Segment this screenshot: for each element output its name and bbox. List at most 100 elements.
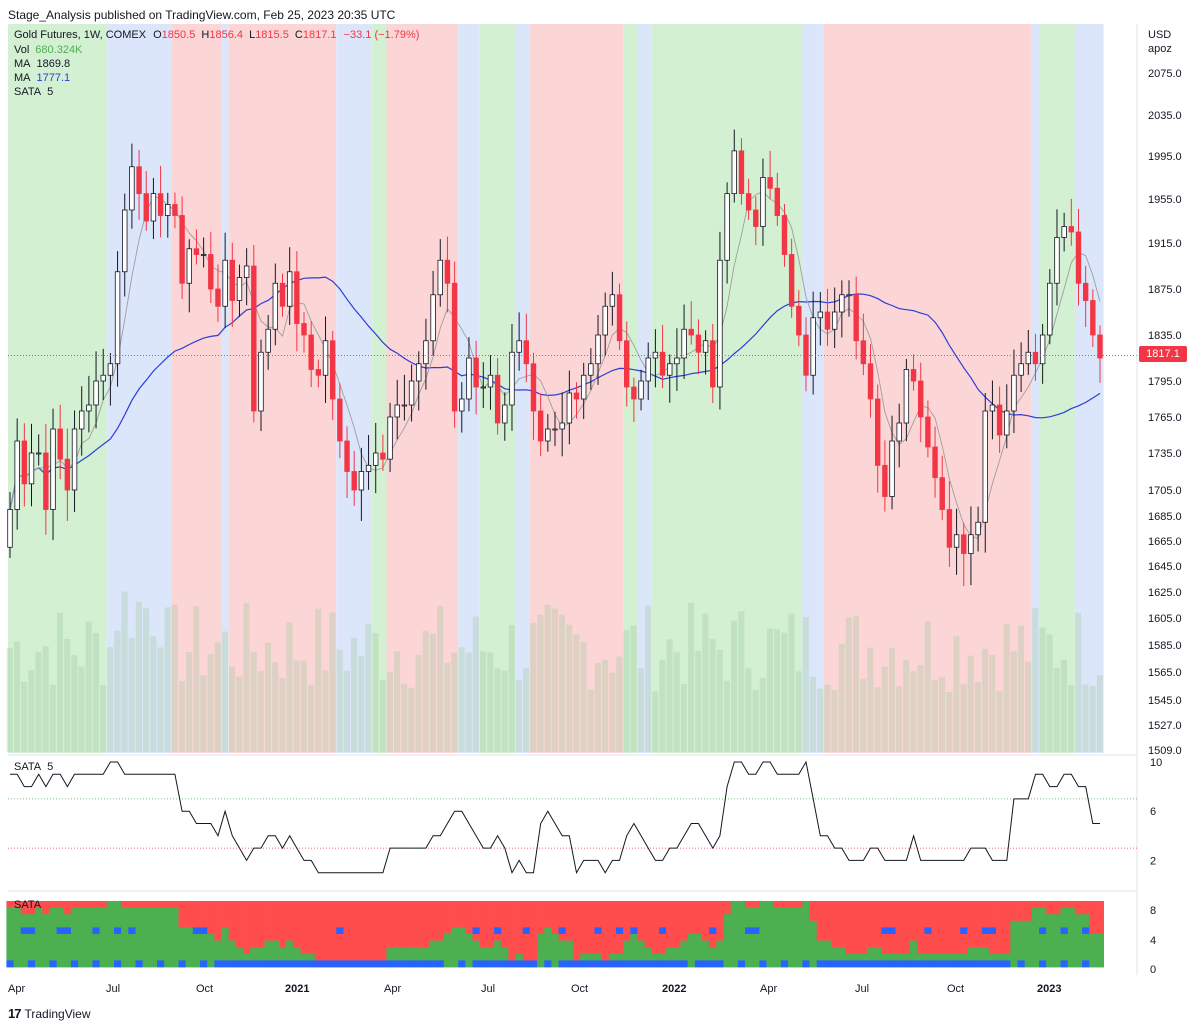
volume-bar bbox=[874, 687, 881, 752]
heatmap-cell bbox=[859, 940, 868, 948]
heatmap-cell bbox=[164, 907, 172, 915]
heatmap-cell bbox=[931, 920, 940, 928]
tradingview-brand[interactable]: TradingView bbox=[24, 1006, 91, 1021]
heatmap-cell bbox=[831, 907, 839, 915]
heatmap-cell bbox=[809, 907, 818, 915]
heatmap-cell bbox=[164, 920, 172, 928]
heatmap-cell bbox=[70, 907, 79, 915]
heatmap-cell bbox=[393, 920, 402, 928]
heatmap-cell bbox=[415, 907, 423, 915]
heatmap-cell bbox=[623, 947, 631, 955]
heatmap-cell bbox=[271, 947, 280, 955]
candle-body bbox=[71, 428, 78, 491]
tradingview-logo-icon[interactable]: 17 bbox=[8, 1006, 22, 1021]
heatmap-cell bbox=[529, 934, 538, 941]
heatmap-cell bbox=[630, 914, 638, 922]
volume-bar bbox=[186, 652, 193, 752]
heatmap-cell bbox=[164, 914, 172, 922]
heatmap-cell bbox=[945, 920, 954, 928]
heatmap-cell bbox=[866, 960, 875, 968]
heatmap-cell bbox=[1060, 927, 1069, 935]
legend-vol-row[interactable]: Vol 680.324K bbox=[14, 44, 83, 56]
heatmap-cell bbox=[486, 907, 495, 915]
heatmap-cell bbox=[501, 947, 509, 955]
heatmap-cell bbox=[372, 960, 380, 968]
heatmap-cell bbox=[680, 901, 689, 908]
heatmap-cell bbox=[823, 914, 832, 922]
heatmap-cell bbox=[56, 920, 65, 928]
heatmap-cell bbox=[587, 927, 595, 935]
heatmap-cell bbox=[1053, 901, 1061, 908]
heatmap-cell bbox=[931, 960, 940, 968]
heatmap-cell bbox=[400, 934, 409, 941]
heatmap-cell bbox=[917, 960, 925, 968]
heatmap-cell bbox=[379, 920, 387, 928]
heatmap-cell bbox=[895, 901, 904, 908]
heatmap-cell bbox=[1096, 901, 1104, 908]
heatmap-cell bbox=[472, 927, 481, 935]
heatmap-cell bbox=[113, 907, 122, 915]
heatmap-cell bbox=[286, 947, 294, 955]
legend-change: −33.1 (−1.79%) bbox=[343, 29, 420, 41]
heatmap-cell bbox=[515, 907, 524, 915]
heatmap-cell bbox=[702, 947, 710, 955]
heatmap-cell bbox=[737, 901, 746, 908]
volume-bar bbox=[28, 670, 35, 752]
heatmap-cell bbox=[243, 947, 251, 955]
heatmap-cell bbox=[343, 960, 352, 968]
scale-mode-label[interactable]: apoz bbox=[1148, 43, 1172, 55]
heatmap-cell bbox=[393, 940, 402, 948]
heatmap-cell bbox=[479, 947, 488, 955]
heatmap-cell bbox=[752, 953, 760, 961]
heatmap-cell bbox=[1060, 920, 1069, 928]
heatmap-cell bbox=[192, 914, 201, 922]
heatmap-cell bbox=[221, 934, 230, 941]
heatmap-cell bbox=[92, 940, 101, 948]
legend-ma2-row[interactable]: MA 1777.1 bbox=[14, 72, 71, 84]
volume-bar bbox=[795, 671, 802, 752]
heatmap-cell bbox=[314, 901, 323, 908]
heatmap-cell bbox=[709, 907, 717, 915]
volume-bar bbox=[315, 608, 322, 752]
legend-sata-row[interactable]: SATA 5 bbox=[14, 86, 54, 98]
heatmap-cell bbox=[42, 960, 50, 968]
heatmap-cell bbox=[250, 901, 258, 908]
heatmap-cell bbox=[250, 920, 258, 928]
heatmap-cell bbox=[1031, 960, 1040, 968]
heatmap-cell bbox=[852, 901, 861, 908]
heatmap-cell bbox=[651, 934, 660, 941]
heatmap-cell bbox=[759, 934, 767, 941]
time-tick-label: Jul bbox=[106, 983, 120, 995]
heatmap-cell bbox=[1031, 934, 1040, 941]
sata-line bbox=[10, 760, 1100, 875]
heatmap-cell bbox=[601, 953, 610, 961]
heatmap-cell bbox=[551, 934, 559, 941]
sata-pane-legend[interactable]: SATA 5 bbox=[14, 761, 54, 773]
heatmap-cell bbox=[343, 927, 352, 935]
heatmap-cell bbox=[1096, 907, 1104, 915]
sata-grid-legend[interactable]: SATA bbox=[14, 899, 42, 911]
heatmap-cell bbox=[49, 940, 58, 948]
heatmap-cell bbox=[99, 920, 108, 928]
heatmap-cell bbox=[888, 953, 897, 961]
heatmap-cell bbox=[200, 960, 208, 968]
heatmap-cell bbox=[967, 927, 975, 935]
heatmap-cell bbox=[737, 947, 746, 955]
heatmap-cell bbox=[1074, 914, 1083, 922]
legend-ma1-row[interactable]: MA 1869.8 bbox=[14, 58, 71, 70]
heatmap-cell bbox=[831, 934, 839, 941]
candle-body bbox=[903, 369, 910, 424]
heatmap-cell bbox=[6, 920, 14, 928]
heatmap-cell bbox=[823, 927, 832, 935]
heatmap-cell bbox=[809, 960, 818, 968]
heatmap-cell bbox=[415, 927, 423, 935]
heatmap-cell bbox=[99, 960, 108, 968]
heatmap-cell bbox=[228, 901, 237, 908]
candle-body bbox=[208, 254, 214, 290]
heatmap-cell bbox=[207, 914, 215, 922]
heatmap-cell bbox=[479, 953, 488, 961]
heatmap-cell bbox=[831, 920, 839, 928]
heatmap-cell bbox=[465, 953, 473, 961]
heatmap-cell bbox=[716, 934, 724, 941]
